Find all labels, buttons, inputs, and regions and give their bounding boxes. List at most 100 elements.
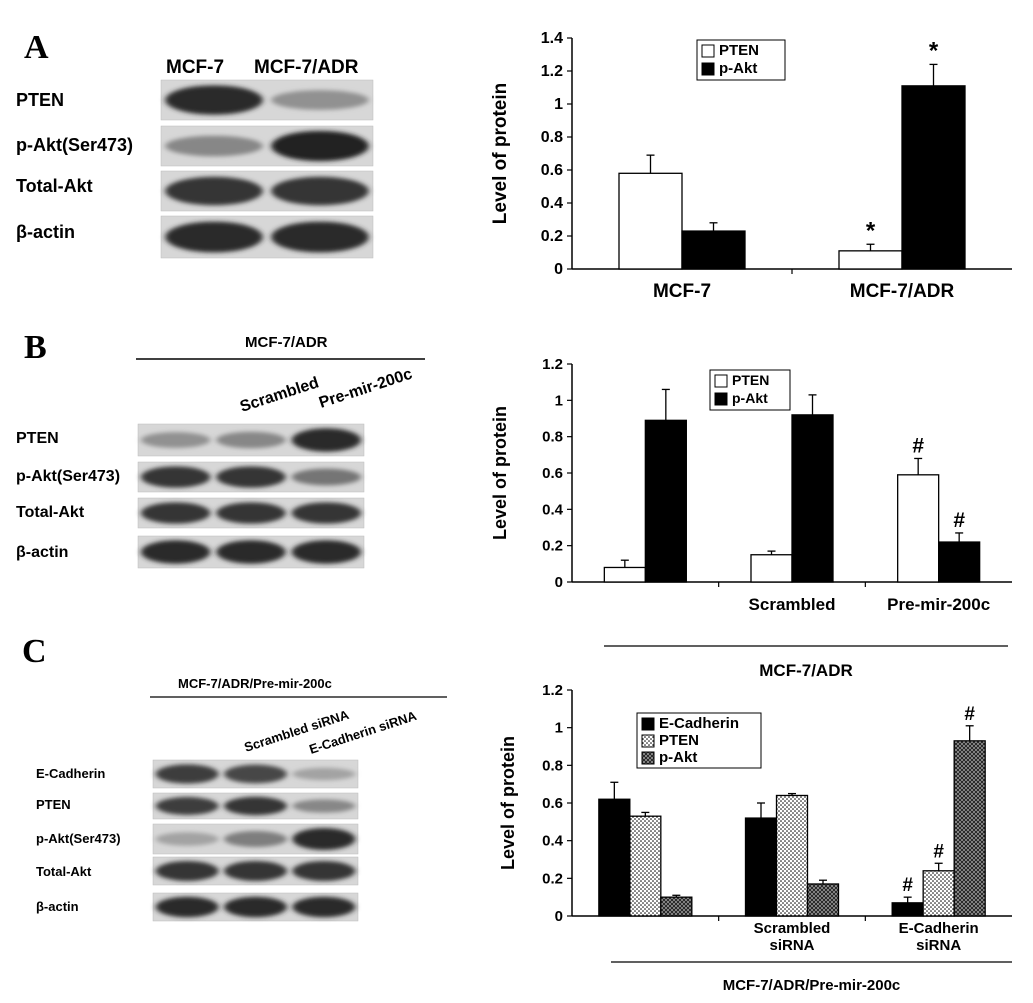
y-tick-label: 0.8	[541, 129, 563, 146]
y-tick-label: 1.2	[541, 63, 563, 80]
bar	[953, 740, 986, 917]
bar	[791, 414, 834, 583]
significance-mark: #	[912, 434, 924, 457]
bar	[806, 883, 840, 917]
y-axis-label: Level of protein	[490, 83, 511, 224]
bar	[901, 85, 966, 270]
blot-band	[292, 827, 356, 851]
legend-label: p-Akt	[719, 60, 757, 77]
legend-label: PTEN	[732, 372, 769, 388]
x-tick-label: Pre-mir-200c	[887, 595, 990, 614]
y-tick-label: 0.2	[541, 228, 563, 245]
blot-band	[216, 466, 286, 488]
blot-band	[141, 540, 211, 564]
blot-band	[271, 90, 369, 110]
y-tick-label: 0.2	[542, 538, 563, 555]
bar	[681, 230, 746, 270]
blot-a-lane-label: MCF-7/ADR	[254, 57, 359, 78]
blot-c-header: MCF-7/ADR/Pre-mir-200c	[178, 676, 332, 691]
panel-letter-a: A	[24, 29, 49, 66]
blot-band	[271, 130, 369, 162]
blot-c-strips	[152, 759, 359, 922]
legend-swatch	[714, 392, 728, 406]
blot-band	[292, 861, 356, 881]
x-tick-label-line: E-Cadherin	[899, 920, 979, 937]
blot-a-row-label: Total-Akt	[16, 176, 93, 196]
blot-band	[141, 502, 211, 524]
blot-b-row-label: Total-Akt	[16, 504, 85, 521]
y-tick-label: 1.4	[541, 30, 563, 47]
legend-swatch	[701, 62, 715, 76]
blot-band	[165, 176, 263, 206]
blot-band	[141, 432, 211, 448]
blot-band	[291, 502, 361, 524]
blot-band	[224, 830, 287, 848]
blot-band	[216, 540, 286, 564]
blot-band	[155, 896, 219, 918]
y-tick-label: 0.8	[542, 429, 563, 446]
x-tick-label: E-Cadherin siRNA	[899, 920, 979, 954]
blot-b-header: MCF-7/ADR	[245, 334, 328, 351]
bar	[938, 541, 981, 583]
bar	[775, 794, 809, 917]
x-tick-label: MCF-7/ADR	[850, 281, 955, 302]
significance-mark: *	[929, 37, 939, 64]
y-tick-label: 1	[555, 392, 563, 409]
y-axis-label: Level of protein	[498, 736, 518, 870]
bar	[618, 172, 683, 270]
blot-band	[165, 135, 263, 157]
group-label: MCF-7/ADR/Pre-mir-200c	[723, 977, 901, 994]
x-tick-label-line: siRNA	[916, 937, 961, 954]
blot-band	[141, 466, 211, 488]
blot-b-row-label: PTEN	[16, 430, 59, 447]
panel-letter-c: C	[22, 633, 47, 670]
legend-swatch	[641, 751, 655, 765]
legend-swatch	[701, 44, 715, 58]
y-tick-label: 0	[554, 261, 563, 278]
blot-band	[155, 861, 219, 881]
legend-label: PTEN	[659, 732, 699, 749]
significance-mark: #	[953, 509, 965, 532]
bar	[644, 419, 687, 583]
legend-swatch	[641, 717, 655, 731]
bar	[744, 817, 778, 917]
bar	[629, 815, 662, 917]
y-tick-label: 0.2	[542, 870, 563, 887]
bar	[603, 566, 646, 583]
blot-b-row-label: p-Akt(Ser473)	[16, 468, 120, 485]
legend-label: p-Akt	[659, 749, 697, 766]
y-tick-label: 0.4	[542, 501, 564, 518]
y-tick-label: 0.4	[541, 195, 563, 212]
blot-b-lane-label: Pre-mir-200c	[317, 366, 415, 412]
bar	[750, 554, 793, 583]
x-tick-label: Scrambled	[749, 595, 836, 614]
bar	[660, 896, 693, 917]
blot-c-row-label: Total-Akt	[36, 864, 92, 879]
blot-c-row-label: p-Akt(Ser473)	[36, 831, 121, 846]
blot-b-strips	[137, 423, 365, 569]
blot-band	[165, 85, 263, 115]
blot-a-row-label: PTEN	[16, 90, 64, 110]
blot-band	[165, 221, 263, 253]
y-tick-label: 0.8	[542, 757, 563, 774]
blot-a-strips	[160, 79, 374, 259]
chart-b: 0 0.2 0.4 0.6 0.8 1 1.2 Level of protein # # Scram…	[490, 356, 1012, 680]
blot-band	[271, 221, 369, 253]
blot-c-row-label: E-Cadherin	[36, 766, 105, 781]
blot-band	[155, 764, 219, 784]
blot-band	[292, 896, 356, 918]
blot-band	[292, 767, 356, 781]
legend-label: E-Cadherin	[659, 715, 739, 732]
group-label: MCF-7/ADR	[759, 661, 853, 680]
y-tick-label: 1	[554, 96, 563, 113]
significance-mark: #	[933, 841, 944, 862]
bar	[891, 902, 924, 917]
blot-band	[224, 796, 287, 816]
legend-swatch	[641, 734, 655, 748]
blot-band	[155, 832, 219, 846]
y-tick-label: 1	[555, 720, 563, 737]
blot-band	[291, 540, 361, 564]
y-tick-label: 0.6	[541, 162, 563, 179]
y-axis-label: Level of protein	[490, 406, 510, 540]
